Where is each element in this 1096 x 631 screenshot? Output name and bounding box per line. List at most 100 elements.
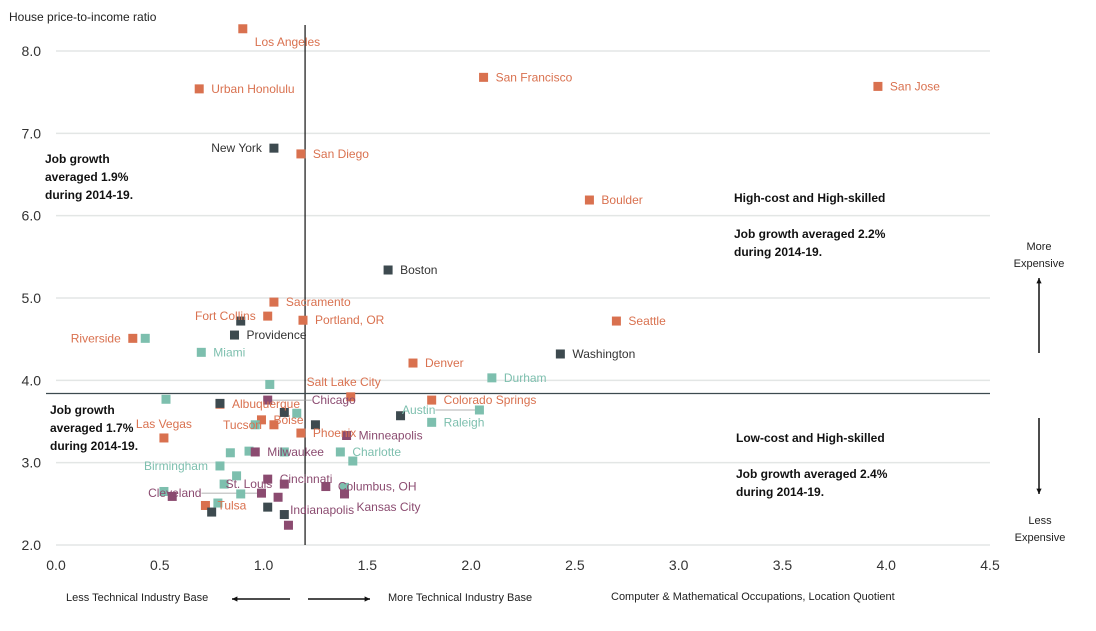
x-tick-label: 4.5 — [980, 557, 1000, 573]
annotation-bottom-left: Job growth averaged 1.7% during 2014-19. — [50, 401, 138, 455]
data-point — [140, 333, 150, 343]
y-axis-label: House price-to-income ratio — [9, 10, 157, 24]
data-point — [292, 408, 302, 418]
data-point — [244, 446, 254, 456]
data-point — [474, 405, 484, 415]
data-point — [279, 479, 289, 489]
point-label: Milwaukee — [267, 445, 324, 459]
data-point — [269, 297, 279, 307]
data-point — [238, 24, 248, 34]
data-point — [279, 510, 289, 520]
data-point — [269, 143, 279, 153]
data-point — [159, 486, 169, 496]
annotation-line: during 2014-19. — [734, 245, 823, 259]
down-arrow-icon-head — [1036, 488, 1042, 494]
less-technical-label: Less Technical Industry Base — [66, 592, 209, 604]
data-point — [200, 500, 210, 510]
data-point — [128, 333, 138, 343]
point-label: Tulsa — [217, 498, 246, 512]
label-line: More — [1026, 241, 1052, 253]
point-label: Austin — [402, 403, 435, 417]
point-label: New York — [211, 141, 263, 155]
data-point — [232, 471, 242, 481]
up-arrow-icon-head — [1036, 278, 1042, 284]
point-label: Durham — [504, 371, 547, 385]
annotation-line: Job growth — [50, 403, 115, 417]
y-tick-label: 6.0 — [22, 208, 42, 224]
point-label: Birmingham — [144, 459, 208, 473]
data-point — [279, 407, 289, 417]
data-point — [487, 373, 497, 383]
point-label: Sacramento — [286, 295, 351, 309]
point-label: Charlotte — [352, 445, 401, 459]
annotation-line: Job growth averaged 2.2% — [734, 227, 886, 241]
annotation-line: averaged 1.9% — [45, 170, 129, 184]
point-label: Fort Collins — [195, 309, 256, 323]
data-point — [427, 395, 437, 405]
data-point — [310, 420, 320, 430]
point-label: Phoenix — [313, 426, 356, 440]
data-point — [236, 316, 246, 326]
data-point — [427, 417, 437, 427]
point-label: Los Angeles — [255, 35, 320, 49]
left-arrow-icon-head — [232, 596, 238, 602]
annotation-title: High-cost and High-skilled — [734, 191, 886, 205]
point-label: Boston — [400, 263, 437, 277]
data-point — [207, 507, 217, 517]
annotation-line: during 2014-19. — [736, 485, 825, 499]
data-point — [159, 433, 169, 443]
point-label: Las Vegas — [136, 417, 192, 431]
x-tick-label: 3.0 — [669, 557, 689, 573]
x-tick-label: 0.0 — [46, 557, 66, 573]
point-label: Indianapolis — [290, 503, 354, 517]
point-label: St. Louis — [226, 477, 273, 491]
data-point — [279, 447, 289, 457]
data-point — [225, 448, 235, 458]
data-point — [408, 358, 418, 368]
data-point — [873, 81, 883, 91]
data-point — [167, 491, 177, 501]
x-tick-label: 1.5 — [358, 557, 378, 573]
x-tick-label: 2.0 — [461, 557, 481, 573]
annotation-bottom-right: Low-cost and High-skilled Job growth ave… — [736, 429, 887, 501]
x-tick-label: 2.5 — [565, 557, 585, 573]
data-point — [236, 489, 246, 499]
point-label: Washington — [572, 347, 635, 361]
point-label: Seattle — [628, 314, 666, 328]
annotation-top-right: High-cost and High-skilled Job growth av… — [734, 189, 885, 261]
point-label: Kansas City — [357, 500, 421, 514]
annotation-title: Low-cost and High-skilled — [736, 431, 885, 445]
point-label: San Francisco — [496, 70, 573, 84]
data-point — [298, 315, 308, 325]
point-label: Columbus, OH — [338, 480, 417, 494]
data-point — [229, 330, 239, 340]
y-tick-label: 8.0 — [22, 43, 42, 59]
data-point — [611, 316, 621, 326]
data-point — [250, 420, 260, 430]
y-tick-label: 7.0 — [22, 125, 42, 141]
label-line: Expensive — [1014, 532, 1066, 544]
y-tick-label: 4.0 — [22, 372, 42, 388]
x-axis-label: Computer & Mathematical Occupations, Loc… — [611, 591, 895, 603]
data-point — [321, 482, 331, 492]
data-point — [256, 488, 266, 498]
point-label: Boise — [273, 413, 303, 427]
y-tick-label: 3.0 — [22, 455, 42, 471]
annotation-top-left: Job growth averaged 1.9% during 2014-19. — [45, 150, 133, 204]
point-label: Chicago — [312, 393, 356, 407]
data-point — [263, 395, 273, 405]
data-point — [161, 394, 171, 404]
right-arrow-icon-head — [364, 596, 370, 602]
point-label: San Jose — [890, 79, 940, 93]
data-point — [265, 379, 275, 389]
data-point — [256, 415, 266, 425]
data-point — [340, 489, 350, 499]
data-point — [263, 474, 273, 484]
data-point — [340, 482, 350, 492]
data-point — [296, 428, 306, 438]
more-technical-label: More Technical Industry Base — [388, 592, 533, 604]
point-label: Minneapolis — [359, 428, 423, 442]
point-label: Tucson — [223, 418, 262, 432]
data-point — [383, 265, 393, 275]
